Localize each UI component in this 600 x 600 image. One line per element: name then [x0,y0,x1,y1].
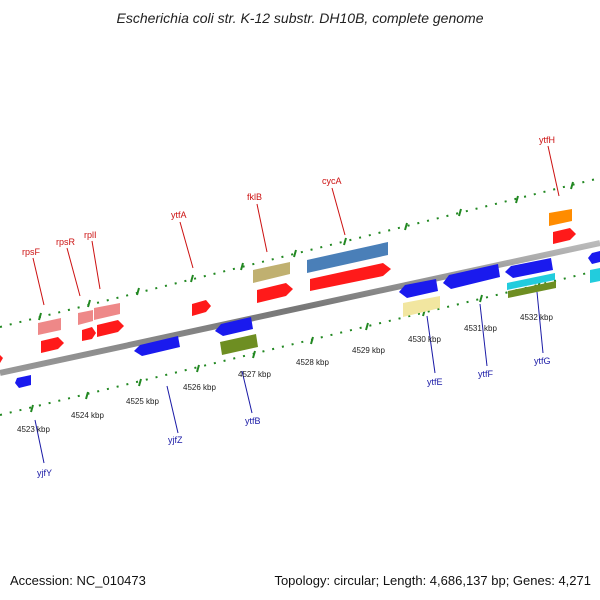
scale-label: 4528 kbp [296,358,329,367]
genome-summary-text: Topology: circular; Length: 4,686,137 bp… [274,573,591,588]
gene-rpsR-cds [82,327,96,341]
gene-ytfF-cds [443,264,500,289]
label-ytfE[interactable]: ytfE [427,377,443,387]
scale-label: 4525 kbp [126,397,159,406]
label-rplI[interactable]: rplI [84,230,97,240]
label-cycA[interactable]: cycA [322,176,342,186]
accession-text: Accession: NC_010473 [10,573,146,588]
scale-label: 4523 kbp [17,425,50,434]
label-rpsR[interactable]: rpsR [56,237,76,247]
top-labels: rpsF rpsR rplI ytfA fklB cycA ytfH [22,135,555,257]
scale-label: 4532 kbp [520,313,553,322]
gene-ytfE [403,296,440,317]
label-ytfB[interactable]: ytfB [245,416,261,426]
scale-label: 4531 kbp [464,324,497,333]
gene-rpsF [38,318,61,335]
gene-ytfA-cds [192,300,211,316]
label-ytfH[interactable]: ytfH [539,135,555,145]
gene-ytfG-cds [505,258,553,278]
scale-label: 4526 kbp [183,383,216,392]
bottom-leader-lines [34,291,544,464]
scale-label: 4529 kbp [352,346,385,355]
gene-ytfB-cds [215,317,253,336]
gene-ytfH [549,209,572,226]
label-ytfA[interactable]: ytfA [171,210,187,220]
top-leader-lines [32,145,560,306]
label-ytfF[interactable]: ytfF [478,369,494,379]
gene-rpsR [78,310,93,325]
gene-ytfB [220,334,258,355]
map-title: Escherichia coli str. K-12 substr. DH10B… [116,10,484,26]
gene-cycA [307,242,388,273]
gene-rpsF-cds [41,337,64,353]
scale-label: 4530 kbp [408,335,441,344]
gene-edge-right-cyan [590,268,600,283]
gene-ytfG-cyan [507,273,555,290]
gene-ytfH-cds [553,228,576,244]
reverse-features [15,251,600,388]
label-rpsF[interactable]: rpsF [22,247,41,257]
forward-features [0,209,576,363]
top-tick-row [0,177,600,328]
bottom-labels: yjfY yjfZ ytfB ytfE ytfF ytfG [37,356,551,478]
gene-ytfE-cds [399,279,438,298]
label-ytfG[interactable]: ytfG [534,356,551,366]
scale-label: 4527 kbp [238,370,271,379]
gene-cycA-cds [310,263,391,291]
label-yjfZ[interactable]: yjfZ [168,435,183,445]
gene-fklB-cds [257,283,293,303]
gene-fklB [253,262,290,283]
scale-labels: 4523 kbp 4524 kbp 4525 kbp 4526 kbp 4527… [17,313,553,434]
label-yjfY[interactable]: yjfY [37,468,52,478]
label-fklB[interactable]: fklB [247,192,262,202]
top-major-ticks [38,181,574,321]
gene-rplI-cds [97,320,124,337]
gene-ytfG [508,281,556,298]
gene-yjfZ-cds [134,336,180,356]
gene-edge-right-blue [588,251,600,264]
genome-backbone [0,240,600,376]
gene-rplI [94,303,120,320]
scale-label: 4524 kbp [71,411,104,420]
gene-yjfY-cds [15,375,31,388]
gene-edge-cds [0,355,3,363]
bottom-major-ticks [30,280,541,413]
